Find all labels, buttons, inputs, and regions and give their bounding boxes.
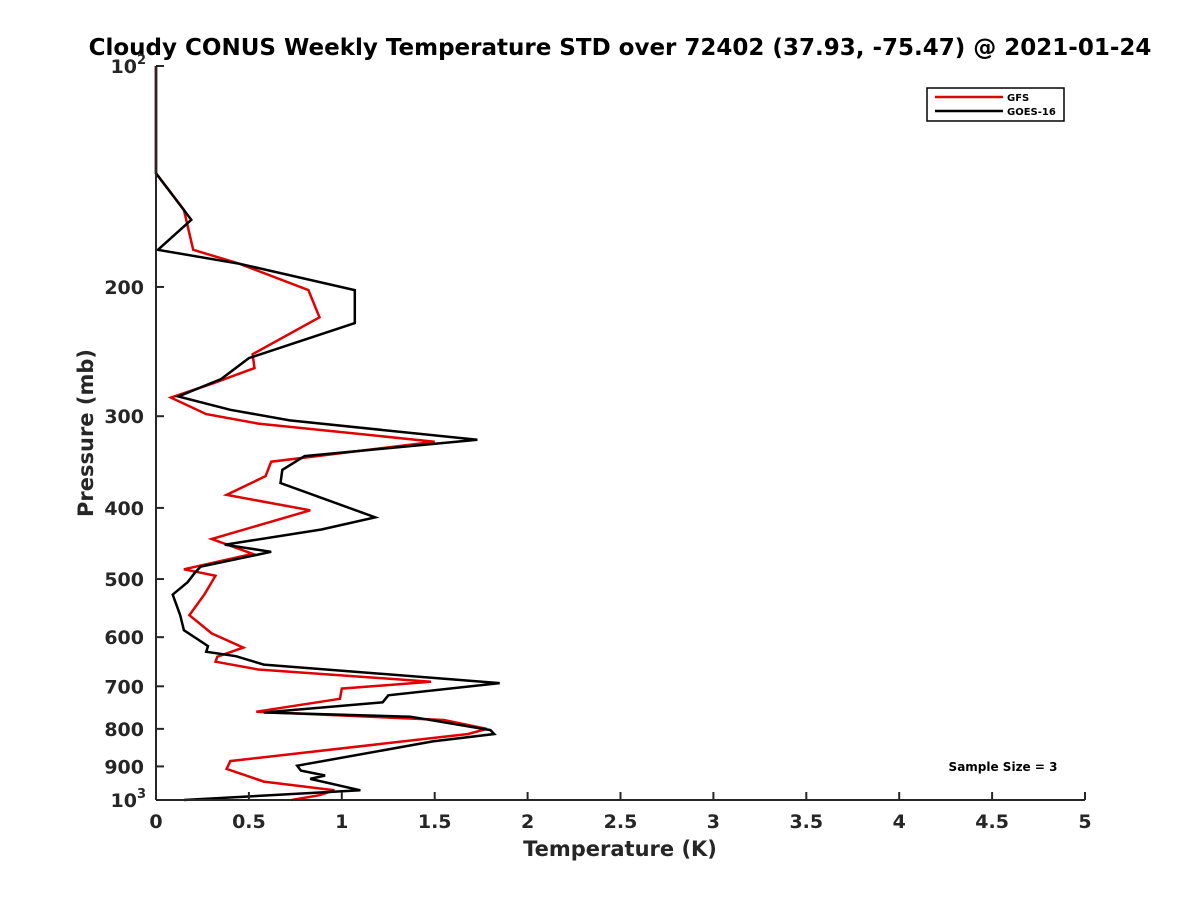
y-tick-label: 900	[104, 756, 144, 778]
x-tick-label: 4.5	[975, 811, 1009, 833]
y-tick-label: 700	[104, 676, 144, 698]
y-tick-exponent: 3	[137, 787, 146, 802]
series-line-goes16	[154, 66, 500, 802]
y-tick-label: 400	[104, 498, 144, 520]
legend: GFS GOES-16	[926, 87, 1065, 122]
y-tick-label: 600	[104, 627, 144, 649]
y-tick-label: 800	[104, 719, 144, 741]
x-tick-label: 3.5	[789, 811, 823, 833]
y-tick-exponent: 2	[137, 53, 146, 68]
x-tick-label: 3	[707, 811, 720, 833]
x-tick-label: 5	[1078, 811, 1091, 833]
y-tick-label: 500	[104, 569, 144, 591]
y-tick-label: 300	[104, 406, 144, 428]
x-tick-label: 0	[149, 811, 162, 833]
x-axis-label: Temperature (K)	[523, 837, 717, 861]
x-tick-label: 2	[521, 811, 534, 833]
legend-label-gfs: GFS	[1007, 93, 1029, 104]
legend-label-goes16: GOES-16	[1007, 107, 1056, 118]
x-tick-label: 0.5	[232, 811, 266, 833]
y-axis-label: Pressure (mb)	[74, 349, 98, 517]
plot-series	[154, 66, 500, 802]
x-axis-ticks: 0 0.5 1 1.5 2 2.5 3 3.5 4 4.5 5	[149, 792, 1092, 833]
x-tick-label: 1.5	[418, 811, 452, 833]
y-tick-label: 103	[111, 787, 147, 812]
x-tick-label: 2.5	[604, 811, 638, 833]
y-tick-label: 200	[104, 277, 144, 299]
x-tick-label: 4	[893, 811, 906, 833]
x-tick-label: 1	[335, 811, 348, 833]
legend-box	[926, 87, 1065, 122]
chart-title: Cloudy CONUS Weekly Temperature STD over…	[89, 35, 1152, 61]
sample-size-annotation: Sample Size = 3	[949, 760, 1058, 774]
